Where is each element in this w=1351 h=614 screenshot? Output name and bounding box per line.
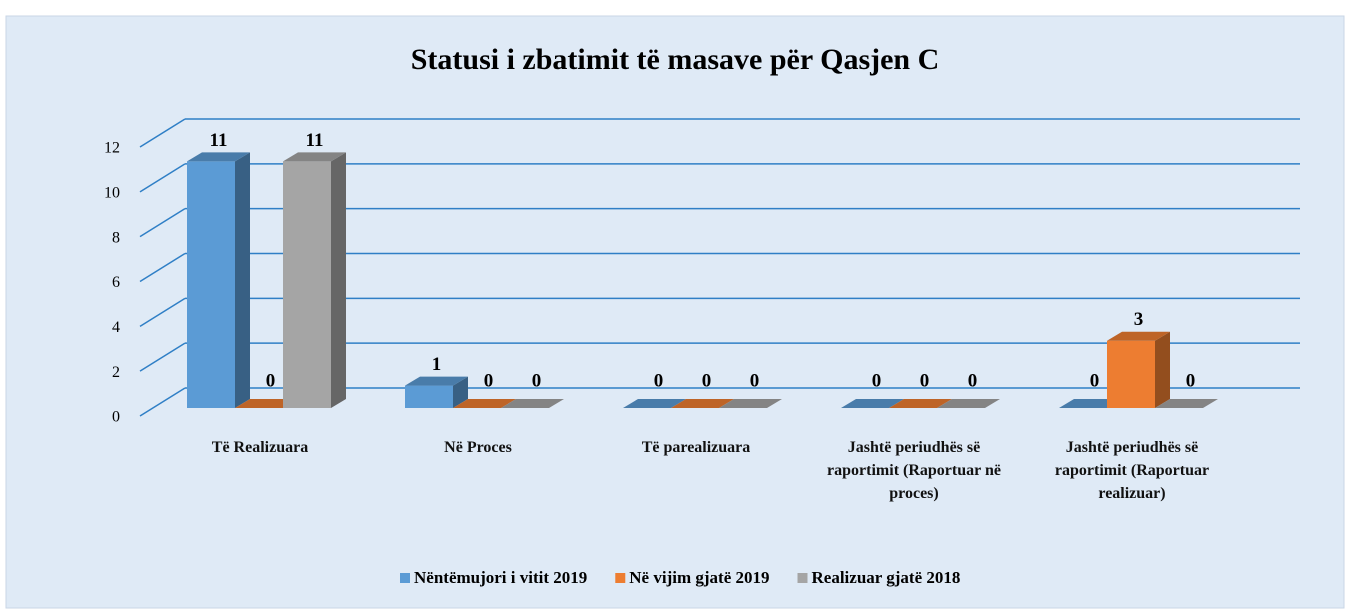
legend-label: Në vijim gjatë 2019 <box>629 568 769 587</box>
data-label: 0 <box>654 370 664 391</box>
x-tick-label: Të Realizuara <box>211 439 309 456</box>
bar-side <box>331 152 346 408</box>
bar-top <box>889 399 952 408</box>
chart-title: Statusi i zbatimit të masave për Qasjen … <box>411 43 940 76</box>
y-tick-label: 12 <box>104 140 120 157</box>
bar <box>937 399 1000 408</box>
bar-side <box>453 376 468 408</box>
bar-top <box>937 399 1000 408</box>
data-label: 11 <box>306 130 324 151</box>
data-label: 0 <box>750 370 760 391</box>
data-label: 11 <box>210 130 228 151</box>
bar-top <box>187 152 250 162</box>
bar <box>719 399 782 408</box>
y-tick-label: 0 <box>112 409 120 426</box>
grid-diagonal <box>139 252 186 283</box>
grid-diagonal <box>139 297 186 327</box>
bar-side <box>235 152 250 408</box>
bar <box>501 399 564 408</box>
grid-diagonal <box>139 387 186 417</box>
bar-top <box>501 399 564 408</box>
bar-top <box>841 399 904 408</box>
bar-top <box>453 399 516 408</box>
y-tick-label: 2 <box>112 364 120 381</box>
bar-top <box>1059 399 1122 408</box>
data-label: 0 <box>968 370 978 391</box>
data-label: 3 <box>1134 309 1144 330</box>
data-label: 0 <box>532 370 542 391</box>
data-label: 0 <box>1090 370 1100 391</box>
bar-top <box>671 399 734 408</box>
legend-label: Nëntëmujori i vitit 2019 <box>414 568 587 587</box>
bar <box>187 152 250 408</box>
bar-top <box>623 399 686 408</box>
bar-top <box>1107 331 1170 341</box>
data-label: 1 <box>432 354 442 375</box>
bar <box>283 152 346 408</box>
y-tick-label: 6 <box>112 274 120 291</box>
bar <box>623 399 686 408</box>
legend-label: Realizuar gjatë 2018 <box>812 568 961 587</box>
x-tick-label: Në Proces <box>444 439 512 456</box>
grid-diagonal <box>139 118 186 148</box>
bar-side <box>1155 331 1170 408</box>
bar <box>235 399 298 408</box>
y-tick-label: 8 <box>112 229 120 246</box>
data-label: 0 <box>266 370 276 391</box>
legend-swatch <box>797 573 808 583</box>
grid-diagonal <box>139 342 186 372</box>
data-label: 0 <box>920 370 930 391</box>
bar <box>889 399 952 408</box>
bar <box>841 399 904 408</box>
grid-diagonal <box>139 163 186 193</box>
bar <box>1107 331 1170 408</box>
grid-diagonal <box>139 208 186 238</box>
bar-top <box>1155 399 1218 408</box>
legend-swatch <box>615 573 626 583</box>
bar-top <box>283 152 346 162</box>
bar <box>453 399 516 408</box>
bar <box>405 376 468 408</box>
bar-front <box>405 385 453 408</box>
legend-swatch <box>400 573 410 583</box>
bar-top <box>235 399 298 408</box>
bar-front <box>187 161 235 408</box>
bar-front <box>1107 340 1155 408</box>
y-tick-label: 10 <box>104 185 120 202</box>
x-tick-label: Jashtë periudhës së raportimit (Raportua… <box>827 439 1001 502</box>
data-label: 0 <box>702 370 712 391</box>
bar-top <box>719 399 782 408</box>
bar-top <box>405 376 468 386</box>
data-label: 0 <box>484 370 494 391</box>
data-label: 0 <box>872 370 882 391</box>
bar <box>1059 399 1122 408</box>
y-tick-label: 4 <box>112 319 120 336</box>
x-tick-label: Jashtë periudhës së raportimit (Raportua… <box>1054 439 1210 502</box>
bar <box>1155 399 1218 408</box>
data-label: 0 <box>1186 370 1196 391</box>
bar <box>671 399 734 408</box>
x-tick-label: Të parealizuara <box>641 439 751 456</box>
bar-front <box>283 161 331 408</box>
